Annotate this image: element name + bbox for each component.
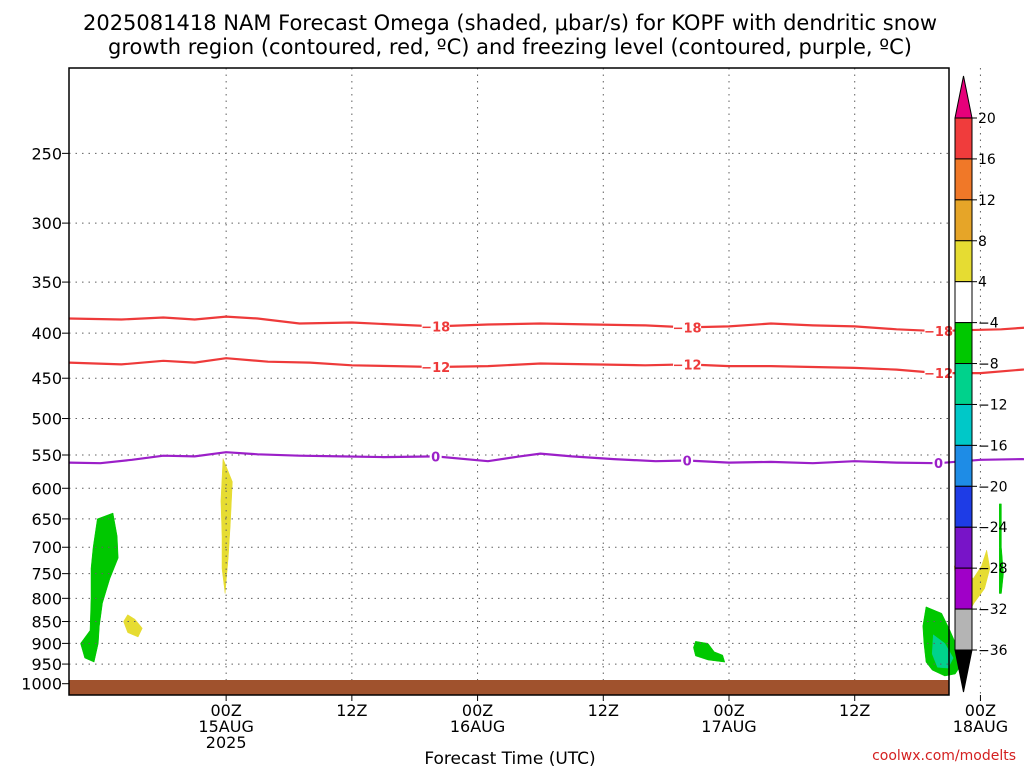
contour-lines: −18 −18 −18 −12 −12 −12 0 0 0	[68, 315, 1024, 472]
x-tick-label-1-1: 12Z	[336, 701, 367, 720]
colorbar-swatch-12	[954, 608, 973, 651]
plot-frame	[68, 67, 950, 696]
chart-title-line1: 2025081418 NAM Forecast Omega (shaded, μ…	[83, 11, 937, 35]
ground-surface-bar	[69, 680, 949, 695]
contour-label-2-0: 0	[431, 450, 440, 465]
contour-label-bg-1-1	[673, 356, 702, 372]
contour-label-0-1: −18	[673, 321, 702, 336]
contour-label-bg-1-0	[421, 359, 450, 375]
x-tick-label-6-1: 00Z	[965, 701, 996, 720]
colorbar-swatch-8	[954, 444, 973, 487]
colorbar-label-7: −12	[978, 397, 1008, 413]
colorbar-swatch-10	[954, 526, 973, 569]
contour-label-2-1: 0	[683, 455, 692, 470]
colorbar-label-9: −20	[978, 479, 1008, 495]
omega-region-0	[80, 512, 119, 663]
contour-label-0-0: −18	[421, 320, 450, 335]
colorbar-label-2: 12	[978, 193, 996, 209]
colorbar-swatch-11	[954, 567, 973, 610]
colorbar-label-8: −16	[978, 438, 1008, 454]
colorbar-swatch-0	[954, 117, 973, 160]
colorbar-label-12: −32	[978, 602, 1008, 618]
colorbar-label-0: 20	[978, 111, 996, 127]
x-tick-label-6-2: 18AUG	[953, 717, 1008, 736]
x-tick-label-2-2: 16AUG	[450, 717, 505, 736]
colorbar-label-13: −36	[978, 643, 1008, 659]
contour-line-0	[68, 315, 1024, 333]
y-tick-label-450: 450	[31, 369, 62, 388]
contour-label-bg-0-0	[421, 318, 450, 334]
contour-label-bg-0-2	[924, 323, 953, 339]
x-tick-label-2-1: 00Z	[462, 701, 493, 720]
x-axis-label: Forecast Time (UTC)	[424, 749, 595, 768]
y-tick-label-550: 550	[31, 446, 62, 465]
colorbar-label-3: 8	[978, 234, 987, 250]
x-tick-label-0-1: 00Z	[210, 701, 241, 720]
contour-label-2-2: 0	[934, 457, 943, 472]
y-tick-label-350: 350	[31, 273, 62, 292]
y-tick-label-900: 900	[31, 634, 62, 653]
y-tick-label-800: 800	[31, 589, 62, 608]
y-tick-label-400: 400	[31, 324, 62, 343]
y-tick-label-750: 750	[31, 565, 62, 584]
y-tick-label-950: 950	[31, 655, 62, 674]
colorbar-bottom-arrow	[954, 649, 973, 693]
contour-line-1	[68, 357, 1024, 375]
x-tick-label-4-1: 00Z	[713, 701, 744, 720]
colorbar-swatch-2	[954, 199, 973, 242]
contour-label-bg-2-0	[429, 448, 442, 464]
colorbar-swatch-9	[954, 485, 973, 528]
colorbar: 20 16 12 8 4 −4 −8 −12 −16 −20 −24 −28 −32 −36	[954, 75, 1008, 693]
colorbar-swatch-1	[954, 158, 973, 201]
y-tick-label-250: 250	[31, 144, 62, 163]
y-tick-label-500: 500	[31, 410, 62, 429]
colorbar-label-6: −8	[978, 357, 999, 373]
omega-region-7	[999, 503, 1004, 594]
x-tick-label-0-3: 2025	[206, 733, 247, 752]
colorbar-label-1: 16	[978, 152, 996, 168]
contour-label-0-2: −18	[924, 325, 953, 340]
contour-label-1-0: −12	[421, 361, 450, 376]
colorbar-label-4: 4	[978, 275, 987, 291]
x-tick-label-4-2: 17AUG	[701, 717, 756, 736]
contour-label-bg-2-2	[932, 455, 945, 471]
credit-text: coolwx.com/modelts	[872, 748, 1016, 764]
colorbar-label-10: −24	[978, 520, 1008, 536]
y-axis-ticks: 250 300 350 400 450 500 550 600 650 700 750 800 850 9…	[21, 144, 69, 694]
y-tick-label-300: 300	[31, 214, 62, 233]
omega-region-2	[220, 458, 233, 594]
contour-label-bg-1-2	[924, 365, 953, 381]
y-tick-label-650: 650	[31, 510, 62, 529]
colorbar-swatch-5	[954, 322, 973, 365]
colorbar-top-arrow	[954, 75, 973, 119]
y-tick-label-850: 850	[31, 613, 62, 632]
contour-label-1-1: −12	[673, 358, 702, 373]
colorbar-label-5: −4	[978, 316, 999, 332]
y-tick-label-600: 600	[31, 479, 62, 498]
contour-label-bg-0-1	[673, 319, 702, 335]
chart-title-line2: growth region (contoured, red, ºC) and f…	[108, 35, 912, 59]
x-tick-label-0-2: 15AUG	[198, 717, 253, 736]
x-tick-label-5-1: 12Z	[839, 701, 870, 720]
colorbar-swatch-7	[954, 403, 973, 446]
omega-region-1	[123, 614, 143, 638]
grid-lines	[69, 68, 981, 695]
y-tick-label-1000: 1000	[21, 675, 62, 694]
colorbar-swatch-4	[954, 281, 973, 324]
contour-label-1-2: −12	[924, 367, 953, 382]
contour-label-bg-2-1	[681, 452, 694, 468]
contour-line-2	[68, 451, 1024, 465]
omega-region-5	[931, 634, 954, 669]
colorbar-label-11: −28	[978, 561, 1008, 577]
colorbar-swatch-3	[954, 240, 973, 283]
colorbar-swatch-6	[954, 363, 973, 405]
y-tick-label-700: 700	[31, 538, 62, 557]
x-tick-label-3-1: 12Z	[588, 701, 619, 720]
omega-region-3	[693, 641, 726, 663]
